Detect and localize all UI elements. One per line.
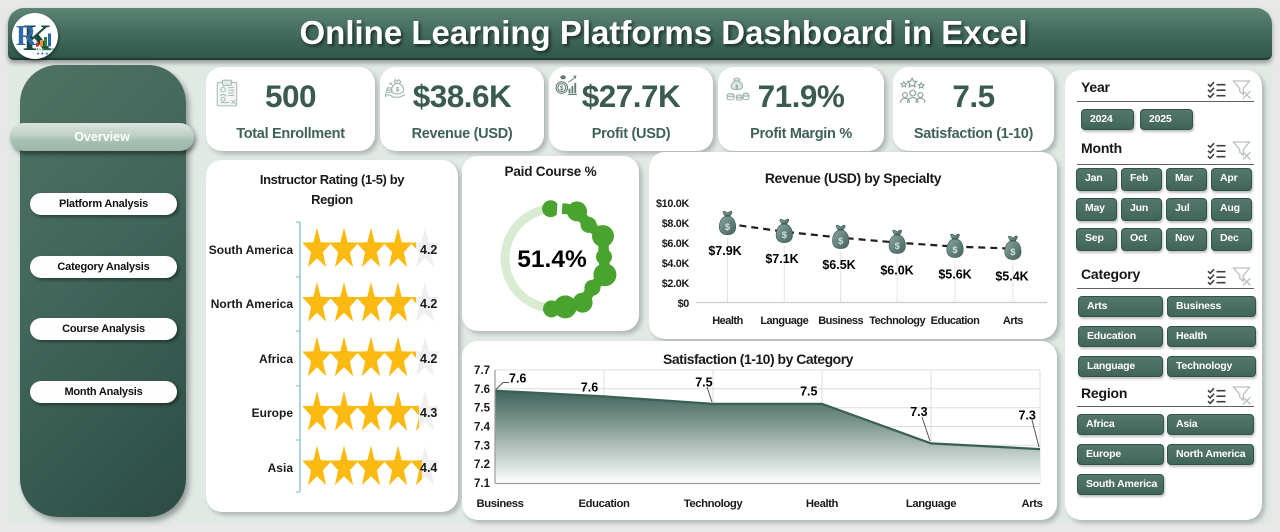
svg-text:$4.0K: $4.0K [662, 258, 690, 270]
svg-text:Technology: Technology [869, 315, 926, 327]
svg-text:$: $ [735, 84, 738, 90]
svg-text:7.7: 7.7 [474, 365, 490, 377]
svg-text:K: K [23, 18, 52, 59]
svg-text:51.4%: 51.4% [517, 246, 587, 273]
svg-text:7.5: 7.5 [474, 403, 491, 415]
svg-text:$8.0K: $8.0K [662, 218, 690, 230]
svg-text:7.1: 7.1 [474, 478, 491, 490]
svg-text:4.3: 4.3 [420, 406, 437, 420]
svg-text:An Excel Expert: An Excel Expert [36, 48, 58, 52]
svg-text:7.3: 7.3 [910, 405, 927, 419]
svg-text:Revenue (USD) by Specialty: Revenue (USD) by Specialty [765, 170, 942, 186]
svg-text:Asia: Asia [268, 461, 294, 475]
svg-text:7.6: 7.6 [474, 384, 490, 396]
svg-text:$7.9K: $7.9K [708, 244, 741, 258]
svg-text:4.4: 4.4 [420, 461, 437, 475]
svg-text:$: $ [560, 85, 564, 92]
svg-text:$: $ [396, 88, 400, 94]
svg-text:7.6: 7.6 [509, 372, 526, 386]
svg-text:7.5: 7.5 [800, 385, 817, 399]
svg-text:Arts: Arts [1003, 315, 1023, 327]
svg-text:Africa: Africa [259, 352, 293, 366]
svg-text:$6.0K: $6.0K [880, 264, 913, 278]
svg-text:7.5: 7.5 [695, 376, 712, 390]
svg-text:Business: Business [476, 498, 523, 510]
svg-text:Technology: Technology [684, 498, 744, 510]
svg-text:$10.0K: $10.0K [656, 198, 690, 210]
svg-text:$7.1K: $7.1K [765, 252, 798, 266]
svg-text:Language: Language [760, 315, 808, 327]
svg-text:4.2: 4.2 [420, 297, 437, 311]
svg-text:$5.4K: $5.4K [995, 270, 1028, 284]
svg-text:$6.0K: $6.0K [662, 238, 690, 250]
svg-text:7.4: 7.4 [474, 422, 491, 434]
svg-text:Language: Language [906, 498, 956, 510]
svg-text:7.3: 7.3 [474, 440, 490, 452]
svg-text:$2.0K: $2.0K [662, 278, 690, 290]
svg-text:7.3: 7.3 [1019, 408, 1036, 422]
svg-text:Health: Health [712, 315, 743, 327]
svg-text:$5.6K: $5.6K [938, 268, 971, 282]
svg-text:7.2: 7.2 [474, 459, 490, 471]
svg-text:$6.5K: $6.5K [822, 258, 855, 272]
svg-text:Business: Business [818, 315, 863, 327]
svg-text:4.2: 4.2 [420, 352, 437, 366]
svg-text:4.2: 4.2 [420, 243, 437, 257]
svg-text:R: R [16, 21, 37, 52]
svg-text:Arts: Arts [1022, 498, 1043, 510]
svg-text:South America: South America [209, 243, 294, 257]
svg-text:★★★★★: ★★★★★ [36, 51, 58, 56]
svg-text:$0: $0 [678, 298, 690, 310]
svg-text:Health: Health [806, 498, 839, 510]
svg-text:Satisfaction (1-10) by Categor: Satisfaction (1-10) by Category [663, 351, 854, 367]
svg-text:7.6: 7.6 [581, 381, 598, 395]
svg-text:Education: Education [931, 315, 980, 327]
svg-text:North America: North America [211, 297, 294, 311]
svg-text:Education: Education [578, 498, 630, 510]
svg-text:Europe: Europe [252, 406, 294, 420]
